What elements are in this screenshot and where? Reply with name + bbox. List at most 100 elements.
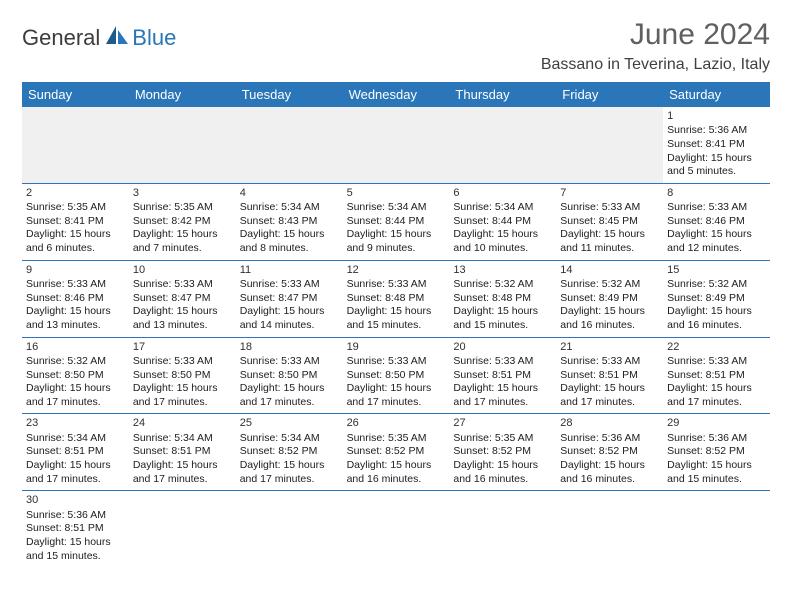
sunset-text: Sunset: 8:48 PM: [347, 292, 446, 306]
sunrise-text: Sunrise: 5:33 AM: [347, 278, 446, 292]
day-cell: 9Sunrise: 5:33 AMSunset: 8:46 PMDaylight…: [22, 261, 129, 337]
sunrise-text: Sunrise: 5:33 AM: [453, 355, 552, 369]
daylight-text: Daylight: 15 hours and 15 minutes.: [347, 305, 446, 332]
daylight-text: Daylight: 15 hours and 10 minutes.: [453, 228, 552, 255]
daylight-text: Daylight: 15 hours and 16 minutes.: [347, 459, 446, 486]
sunrise-text: Sunrise: 5:35 AM: [133, 201, 232, 215]
daylight-text: Daylight: 15 hours and 17 minutes.: [240, 382, 339, 409]
day-cell: 8Sunrise: 5:33 AMSunset: 8:46 PMDaylight…: [663, 184, 770, 260]
daylight-text: Daylight: 15 hours and 11 minutes.: [560, 228, 659, 255]
weekday-label: Sunday: [22, 82, 129, 107]
day-number: 9: [26, 263, 125, 277]
day-cell: 28Sunrise: 5:36 AMSunset: 8:52 PMDayligh…: [556, 414, 663, 490]
sunrise-text: Sunrise: 5:32 AM: [453, 278, 552, 292]
day-number: 20: [453, 340, 552, 354]
sunrise-text: Sunrise: 5:36 AM: [560, 432, 659, 446]
week-row: 1Sunrise: 5:36 AMSunset: 8:41 PMDaylight…: [22, 107, 770, 183]
daylight-text: Daylight: 15 hours and 13 minutes.: [133, 305, 232, 332]
sunset-text: Sunset: 8:50 PM: [240, 369, 339, 383]
empty-cell: [22, 107, 129, 183]
sunrise-text: Sunrise: 5:35 AM: [26, 201, 125, 215]
sunset-text: Sunset: 8:49 PM: [560, 292, 659, 306]
day-cell: 12Sunrise: 5:33 AMSunset: 8:48 PMDayligh…: [343, 261, 450, 337]
weekday-label: Thursday: [449, 82, 556, 107]
sunrise-text: Sunrise: 5:36 AM: [26, 509, 125, 523]
day-cell: 24Sunrise: 5:34 AMSunset: 8:51 PMDayligh…: [129, 414, 236, 490]
title-block: June 2024 Bassano in Teverina, Lazio, It…: [541, 18, 770, 74]
daylight-text: Daylight: 15 hours and 17 minutes.: [347, 382, 446, 409]
sunrise-text: Sunrise: 5:36 AM: [667, 432, 766, 446]
day-cell: 15Sunrise: 5:32 AMSunset: 8:49 PMDayligh…: [663, 261, 770, 337]
day-number: 13: [453, 263, 552, 277]
day-cell: 23Sunrise: 5:34 AMSunset: 8:51 PMDayligh…: [22, 414, 129, 490]
daylight-text: Daylight: 15 hours and 16 minutes.: [560, 305, 659, 332]
day-cell: 17Sunrise: 5:33 AMSunset: 8:50 PMDayligh…: [129, 338, 236, 414]
sunset-text: Sunset: 8:44 PM: [453, 215, 552, 229]
day-number: 11: [240, 263, 339, 277]
daylight-text: Daylight: 15 hours and 13 minutes.: [26, 305, 125, 332]
day-cell: 16Sunrise: 5:32 AMSunset: 8:50 PMDayligh…: [22, 338, 129, 414]
day-cell: 3Sunrise: 5:35 AMSunset: 8:42 PMDaylight…: [129, 184, 236, 260]
sunset-text: Sunset: 8:52 PM: [560, 445, 659, 459]
daylight-text: Daylight: 15 hours and 15 minutes.: [453, 305, 552, 332]
day-number: 1: [667, 109, 766, 123]
day-number: 18: [240, 340, 339, 354]
sunrise-text: Sunrise: 5:34 AM: [453, 201, 552, 215]
sunset-text: Sunset: 8:47 PM: [240, 292, 339, 306]
sunset-text: Sunset: 8:52 PM: [667, 445, 766, 459]
empty-cell: [449, 107, 556, 183]
sunset-text: Sunset: 8:52 PM: [453, 445, 552, 459]
sunrise-text: Sunrise: 5:33 AM: [133, 355, 232, 369]
sunset-text: Sunset: 8:50 PM: [133, 369, 232, 383]
sunrise-text: Sunrise: 5:34 AM: [240, 201, 339, 215]
sunrise-text: Sunrise: 5:34 AM: [26, 432, 125, 446]
sunrise-text: Sunrise: 5:32 AM: [560, 278, 659, 292]
day-cell: 7Sunrise: 5:33 AMSunset: 8:45 PMDaylight…: [556, 184, 663, 260]
week-row: 16Sunrise: 5:32 AMSunset: 8:50 PMDayligh…: [22, 338, 770, 414]
day-cell: 4Sunrise: 5:34 AMSunset: 8:43 PMDaylight…: [236, 184, 343, 260]
empty-cell: [236, 107, 343, 183]
sunrise-text: Sunrise: 5:33 AM: [240, 278, 339, 292]
day-number: 15: [667, 263, 766, 277]
empty-cell: [129, 491, 236, 567]
week-row: 9Sunrise: 5:33 AMSunset: 8:46 PMDaylight…: [22, 261, 770, 337]
sunrise-text: Sunrise: 5:33 AM: [133, 278, 232, 292]
day-number: 21: [560, 340, 659, 354]
day-cell: 13Sunrise: 5:32 AMSunset: 8:48 PMDayligh…: [449, 261, 556, 337]
weekday-label: Wednesday: [343, 82, 450, 107]
day-number: 16: [26, 340, 125, 354]
day-cell: 2Sunrise: 5:35 AMSunset: 8:41 PMDaylight…: [22, 184, 129, 260]
day-cell: 6Sunrise: 5:34 AMSunset: 8:44 PMDaylight…: [449, 184, 556, 260]
daylight-text: Daylight: 15 hours and 14 minutes.: [240, 305, 339, 332]
location-text: Bassano in Teverina, Lazio, Italy: [541, 56, 770, 74]
day-number: 4: [240, 186, 339, 200]
daylight-text: Daylight: 15 hours and 17 minutes.: [560, 382, 659, 409]
sunset-text: Sunset: 8:48 PM: [453, 292, 552, 306]
sunset-text: Sunset: 8:43 PM: [240, 215, 339, 229]
daylight-text: Daylight: 15 hours and 12 minutes.: [667, 228, 766, 255]
weekday-header: SundayMondayTuesdayWednesdayThursdayFrid…: [22, 82, 770, 107]
logo-text-blue: Blue: [132, 25, 176, 51]
daylight-text: Daylight: 15 hours and 16 minutes.: [453, 459, 552, 486]
sunrise-text: Sunrise: 5:33 AM: [26, 278, 125, 292]
logo: General Blue: [22, 24, 176, 51]
day-number: 10: [133, 263, 232, 277]
daylight-text: Daylight: 15 hours and 8 minutes.: [240, 228, 339, 255]
day-number: 6: [453, 186, 552, 200]
day-cell: 18Sunrise: 5:33 AMSunset: 8:50 PMDayligh…: [236, 338, 343, 414]
daylight-text: Daylight: 15 hours and 17 minutes.: [240, 459, 339, 486]
sunset-text: Sunset: 8:50 PM: [26, 369, 125, 383]
sunrise-text: Sunrise: 5:33 AM: [667, 201, 766, 215]
sunrise-text: Sunrise: 5:32 AM: [26, 355, 125, 369]
empty-cell: [556, 491, 663, 567]
day-number: 22: [667, 340, 766, 354]
day-cell: 1Sunrise: 5:36 AMSunset: 8:41 PMDaylight…: [663, 107, 770, 183]
week-row: 23Sunrise: 5:34 AMSunset: 8:51 PMDayligh…: [22, 414, 770, 490]
sunset-text: Sunset: 8:51 PM: [560, 369, 659, 383]
day-number: 5: [347, 186, 446, 200]
day-number: 26: [347, 416, 446, 430]
daylight-text: Daylight: 15 hours and 9 minutes.: [347, 228, 446, 255]
daylight-text: Daylight: 15 hours and 17 minutes.: [133, 459, 232, 486]
sunrise-text: Sunrise: 5:33 AM: [560, 201, 659, 215]
day-number: 23: [26, 416, 125, 430]
